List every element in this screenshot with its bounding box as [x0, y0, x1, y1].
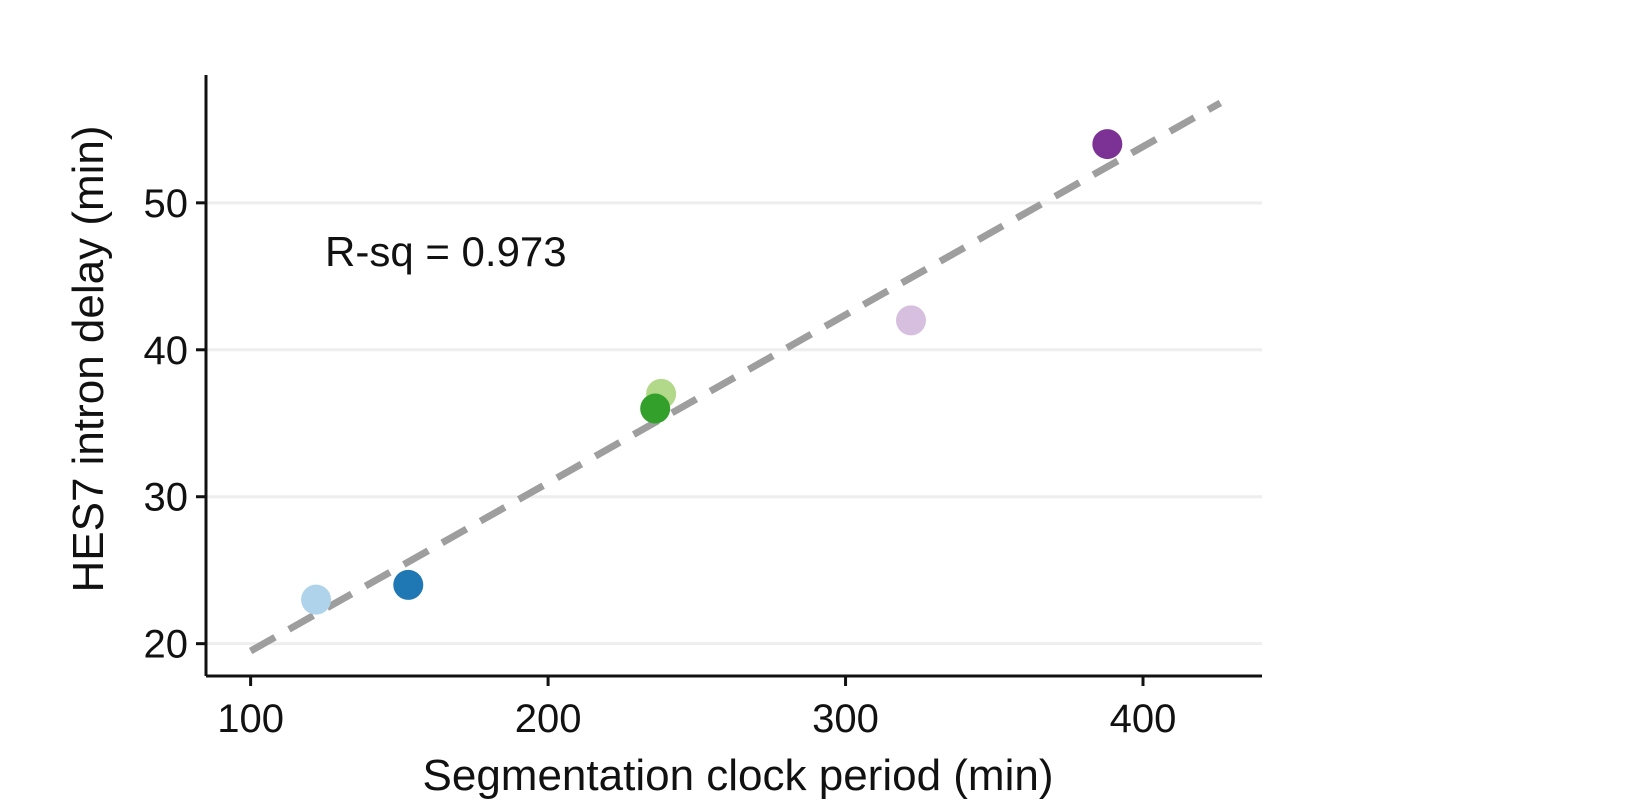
x-tick-label-400: 400: [1110, 697, 1177, 741]
data-point-5: [895, 305, 926, 336]
regression-line: [248, 99, 1223, 655]
x-axis-title: Segmentation clock period (min): [423, 751, 1054, 800]
grid-layer: [206, 201, 1262, 646]
axis-layer: [204, 75, 1262, 678]
x-tick-label-200: 200: [515, 697, 582, 741]
x-tick-label-300: 300: [812, 697, 879, 741]
fit-line-layer: [248, 99, 1223, 655]
x-tick-label-100: 100: [217, 697, 284, 741]
data-point-6: [1092, 129, 1123, 160]
y-tick-label-30: 30: [144, 476, 189, 520]
y-tick-label-50: 50: [144, 182, 189, 226]
y-axis-title: HES7 intron delay (min): [64, 125, 113, 592]
y-tick-label-20: 20: [144, 623, 189, 667]
data-point-4: [640, 393, 671, 424]
y-tick-label-40: 40: [144, 329, 189, 373]
annotation-r-squared: R-sq = 0.973: [325, 228, 567, 275]
tick-layer: 20 30 40 50 100 200 300 400: [144, 182, 1177, 741]
data-point-2: [393, 569, 424, 600]
data-point-1: [301, 584, 332, 615]
points-layer: [301, 129, 1123, 615]
